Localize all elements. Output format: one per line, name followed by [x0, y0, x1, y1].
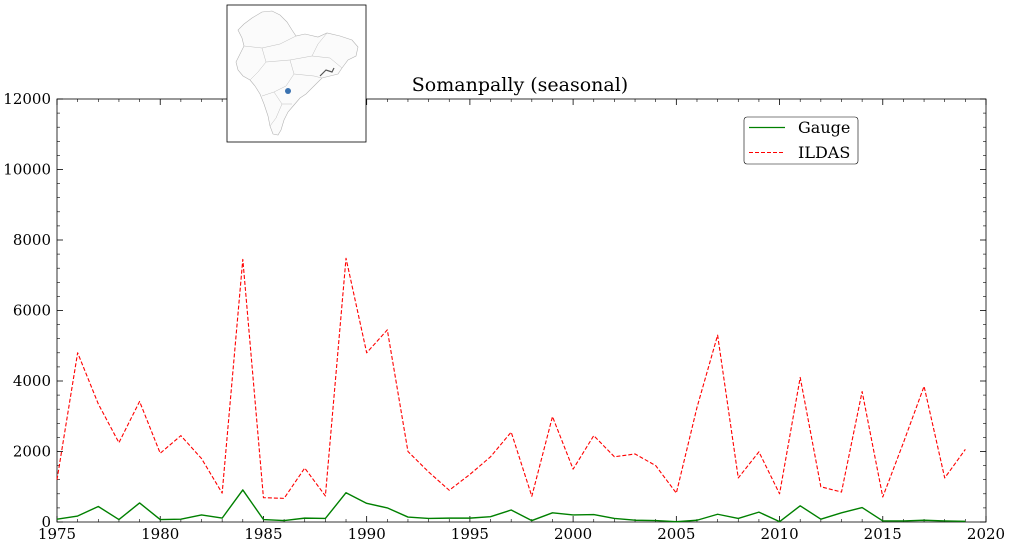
- location-marker: [285, 88, 291, 94]
- x-tick-label: 1975: [38, 525, 76, 543]
- legend: Gauge ILDAS: [743, 116, 859, 165]
- x-tick-label: 2015: [864, 525, 902, 543]
- inset-map: [226, 4, 367, 143]
- y-tick-label: 10000: [3, 161, 51, 179]
- series-line-gauge: [56, 489, 966, 523]
- y-tick-label: 0: [41, 513, 51, 531]
- x-tick-label: 1980: [141, 525, 179, 543]
- x-tick-label: 2000: [554, 525, 592, 543]
- axes: 1975 1980 1985 1990 1995 2000 2005 2010 2015 2020…: [3, 90, 1005, 543]
- y-tick-label: 8000: [13, 231, 51, 249]
- inset-map-coast-detail: [319, 67, 335, 77]
- series-lines: [56, 257, 966, 523]
- y-tick-label: 2000: [13, 443, 51, 461]
- x-tick-label: 1995: [451, 525, 489, 543]
- inset-map-outline: [235, 10, 359, 136]
- x-tick-label: 2005: [657, 525, 695, 543]
- x-tick-label: 2010: [760, 525, 798, 543]
- inset-map-borders: [243, 32, 343, 127]
- y-tick-label: 12000: [3, 90, 51, 108]
- legend-label-ildas: ILDAS: [798, 143, 850, 162]
- legend-label-gauge: Gauge: [798, 118, 850, 137]
- legend-box: [743, 116, 859, 165]
- y-tick-label: 4000: [13, 372, 51, 390]
- x-tick-label: 1985: [244, 525, 282, 543]
- y-tick-label: 6000: [13, 302, 51, 320]
- x-tick-label: 2020: [967, 525, 1005, 543]
- x-tick-label: 1990: [348, 525, 386, 543]
- series-line-ildas: [56, 257, 966, 499]
- chart-title: Somanpally (seasonal): [412, 74, 628, 96]
